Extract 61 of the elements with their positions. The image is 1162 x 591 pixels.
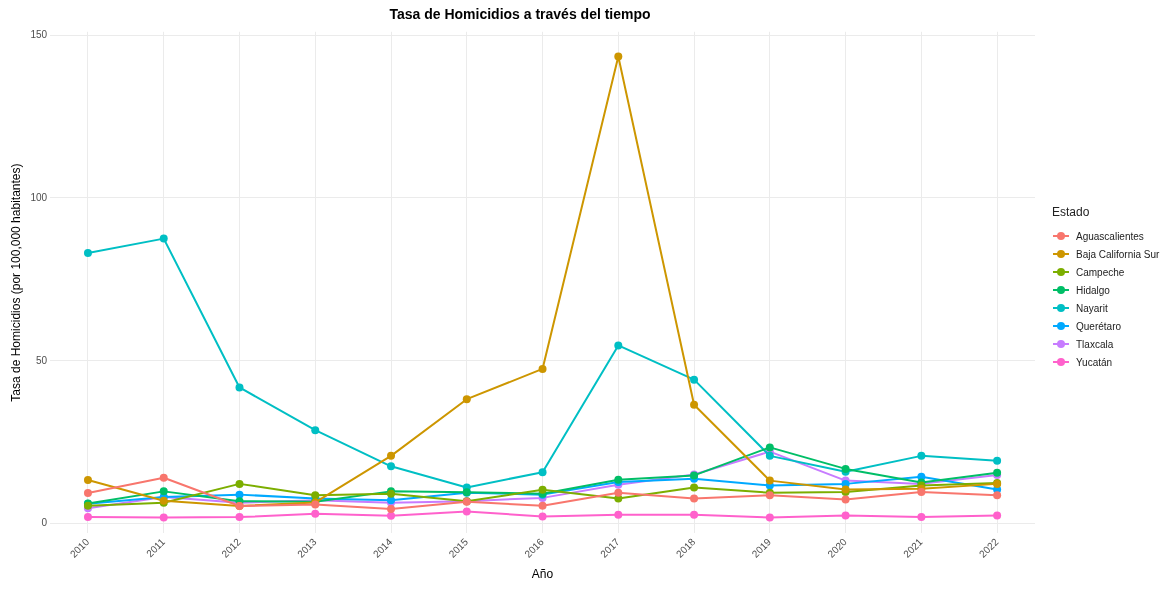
point <box>917 513 926 522</box>
point <box>83 513 92 522</box>
point <box>387 462 396 471</box>
point <box>235 513 244 522</box>
point <box>614 510 623 519</box>
y-axis-title: Tasa de Homicidios (por 100,000 habitantes) <box>8 163 23 402</box>
legend-label: Baja California Sur <box>1076 248 1160 260</box>
point <box>614 52 623 61</box>
point <box>841 511 850 520</box>
point <box>159 234 168 243</box>
point <box>311 426 320 435</box>
point <box>538 512 547 521</box>
point <box>765 443 774 452</box>
point <box>235 383 244 392</box>
point <box>765 451 774 460</box>
y-tick-label: 50 <box>35 354 48 366</box>
point <box>917 451 926 460</box>
point <box>614 341 623 350</box>
point <box>462 507 471 516</box>
point <box>83 489 92 497</box>
point <box>690 494 699 503</box>
legend-label: Aguascalientes <box>1076 230 1144 242</box>
legend-label: Yucatán <box>1076 356 1113 368</box>
point <box>387 451 396 460</box>
point <box>993 456 1002 465</box>
point <box>765 513 774 522</box>
point <box>841 495 850 504</box>
point <box>311 509 320 518</box>
point <box>159 473 168 482</box>
point <box>83 475 92 484</box>
x-axis-title: Año <box>531 567 554 582</box>
y-tick-label: 100 <box>30 191 48 203</box>
point <box>690 400 699 409</box>
point <box>614 488 623 497</box>
point <box>462 395 471 404</box>
legend-label: Nayarit <box>1076 302 1108 314</box>
point <box>538 468 547 477</box>
point <box>538 485 547 494</box>
chart-title: Tasa de Homicidios a través del tiempo <box>389 6 651 23</box>
point <box>235 479 244 488</box>
legend-title: Estado <box>1052 205 1091 219</box>
point <box>765 476 774 485</box>
point <box>993 491 1002 500</box>
point <box>690 483 699 492</box>
legend-label: Campeche <box>1076 266 1125 278</box>
point <box>387 511 396 520</box>
point <box>159 487 168 496</box>
legend-label: Querétaro <box>1076 320 1122 332</box>
point <box>538 364 547 373</box>
point <box>83 248 92 257</box>
point <box>387 504 396 513</box>
point <box>917 488 926 497</box>
point <box>538 501 547 510</box>
legend-label: Tlaxcala <box>1076 338 1114 350</box>
point <box>993 511 1002 520</box>
point <box>690 510 699 519</box>
y-tick-label: 0 <box>41 517 48 529</box>
y-tick-label: 150 <box>30 28 48 40</box>
point <box>690 375 699 384</box>
point <box>159 513 168 522</box>
legend-label: Hidalgo <box>1076 284 1110 296</box>
